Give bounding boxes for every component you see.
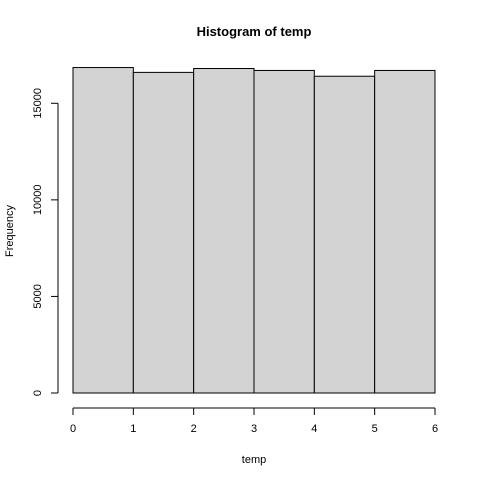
x-tick-label: 4 [311, 423, 317, 435]
histogram-bar-2 [193, 68, 255, 394]
histogram-bar-1 [132, 71, 195, 394]
histogram-bar-3 [253, 69, 315, 394]
x-tick-label: 5 [372, 423, 378, 435]
x-tick-label: 1 [130, 423, 136, 435]
y-tick-label: 15000 [32, 88, 44, 119]
histogram-bar-4 [313, 75, 376, 394]
y-tick-label: 10000 [32, 185, 44, 216]
y-axis: 0 5000 10000 15000 [32, 88, 59, 396]
x-axis-label: temp [242, 454, 266, 466]
y-tick-label: 0 [32, 390, 44, 396]
chart-title: Histogram of temp [197, 24, 312, 39]
x-tick-label: 2 [191, 423, 197, 435]
y-axis-label: Frequency [4, 205, 16, 257]
x-tick-label: 0 [70, 423, 76, 435]
x-axis: 0 1 2 3 4 5 6 [70, 407, 438, 435]
histogram-bar-0 [72, 67, 134, 394]
x-tick-label: 3 [251, 423, 257, 435]
y-tick-label: 5000 [32, 284, 44, 308]
bars-group [72, 67, 436, 394]
x-tick-label: 6 [432, 423, 438, 435]
histogram-bar-5 [374, 69, 436, 394]
